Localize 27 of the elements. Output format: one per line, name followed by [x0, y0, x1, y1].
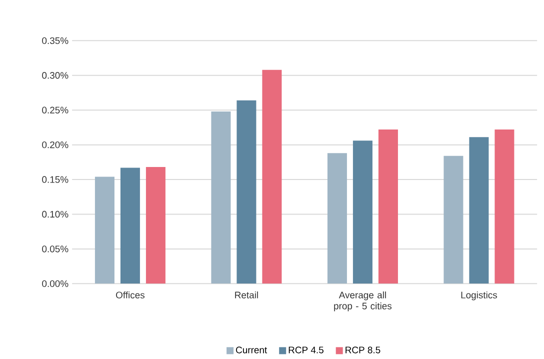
- bar: [146, 167, 166, 284]
- x-tick-label: Retail: [235, 292, 258, 299]
- y-tick-label: 0.05%: [42, 246, 68, 252]
- legend-label: Current: [236, 346, 268, 354]
- bar: [494, 130, 514, 284]
- legend-label: RCP 4.5: [288, 346, 324, 354]
- y-tick-label: 0.30%: [42, 72, 68, 79]
- bar: [211, 112, 231, 284]
- x-tick-label: Average all prop - 5 cities: [334, 292, 392, 312]
- x-tick-label: Offices: [116, 292, 145, 299]
- y-tick-label: 0.20%: [42, 142, 68, 148]
- y-tick-label: 0.10%: [42, 211, 68, 218]
- y-tick-label: 0.00%: [42, 280, 68, 288]
- bar: [444, 156, 464, 284]
- x-tick-label: Logistics: [461, 292, 498, 300]
- y-tick-label: 0.15%: [42, 176, 68, 184]
- bar: [236, 100, 256, 284]
- bar: [352, 140, 372, 284]
- bar: [262, 70, 282, 284]
- bar: [469, 137, 489, 284]
- bar: [120, 168, 140, 284]
- y-tick-label: 0.25%: [42, 106, 68, 114]
- legend-label: RCP 8.5: [346, 346, 380, 354]
- bar: [94, 176, 114, 284]
- bar: [327, 153, 347, 284]
- y-tick-label: 0.35%: [42, 37, 68, 44]
- bar: [378, 130, 398, 284]
